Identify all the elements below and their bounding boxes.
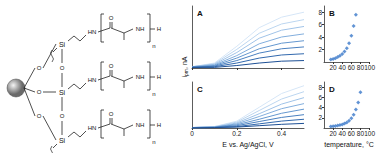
svg-text:40: 40 [339,130,347,137]
svg-text:H: H [157,26,161,32]
svg-text:20: 20 [329,130,337,137]
svg-text:n: n [152,43,155,49]
svg-text:60: 60 [348,64,356,71]
svg-text:4: 4 [318,34,322,41]
svg-text:100: 100 [364,64,375,71]
svg-text:, nA: , nA [181,56,188,69]
svg-text:n: n [152,91,155,97]
svg-text:A: A [197,9,203,18]
svg-text:O: O [37,65,42,71]
svg-text:0.4: 0.4 [277,130,286,137]
svg-text:60: 60 [348,130,356,137]
svg-text:6: 6 [318,94,322,101]
svg-text:HN: HN [88,29,97,35]
svg-text:0.2: 0.2 [232,130,241,137]
svg-text:Si: Si [59,137,66,144]
svg-text:O: O [60,113,65,119]
svg-text:O: O [109,63,114,69]
svg-text:Si: Si [59,41,66,48]
svg-text:H: H [157,74,161,80]
svg-text:C: C [197,85,203,94]
svg-text:O: O [37,89,42,95]
svg-text:HN: HN [88,125,97,131]
svg-text:NH: NH [136,26,145,32]
svg-text:40: 40 [339,64,347,71]
svg-text:Si: Si [59,89,66,96]
svg-text:O: O [109,111,114,117]
svg-text:8: 8 [318,84,322,91]
svg-text:H: H [157,122,161,128]
svg-text:6: 6 [318,21,322,28]
svg-text:20: 20 [329,64,337,71]
svg-text:D: D [329,85,335,94]
svg-text:80: 80 [356,130,365,137]
svg-text:B: B [329,9,335,18]
svg-text:NH: NH [136,122,145,128]
svg-text:O: O [37,113,42,119]
svg-text:0: 0 [190,130,194,137]
svg-text:E vs. Ag/AgCl, V: E vs. Ag/AgCl, V [222,141,274,149]
svg-text:8: 8 [318,9,322,16]
svg-text:O: O [109,15,114,21]
svg-text:temperature, °C: temperature, °C [324,141,374,149]
svg-text:80: 80 [356,64,365,71]
svg-text:100: 100 [364,130,375,137]
svg-text:4: 4 [318,104,322,111]
svg-text:n: n [152,139,155,145]
svg-text:pm: pm [183,69,189,76]
svg-text:O: O [60,65,65,71]
svg-text:HN: HN [88,77,97,83]
svg-text:2: 2 [318,114,322,121]
svg-text:2: 2 [318,46,322,53]
svg-text:NH: NH [136,74,145,80]
